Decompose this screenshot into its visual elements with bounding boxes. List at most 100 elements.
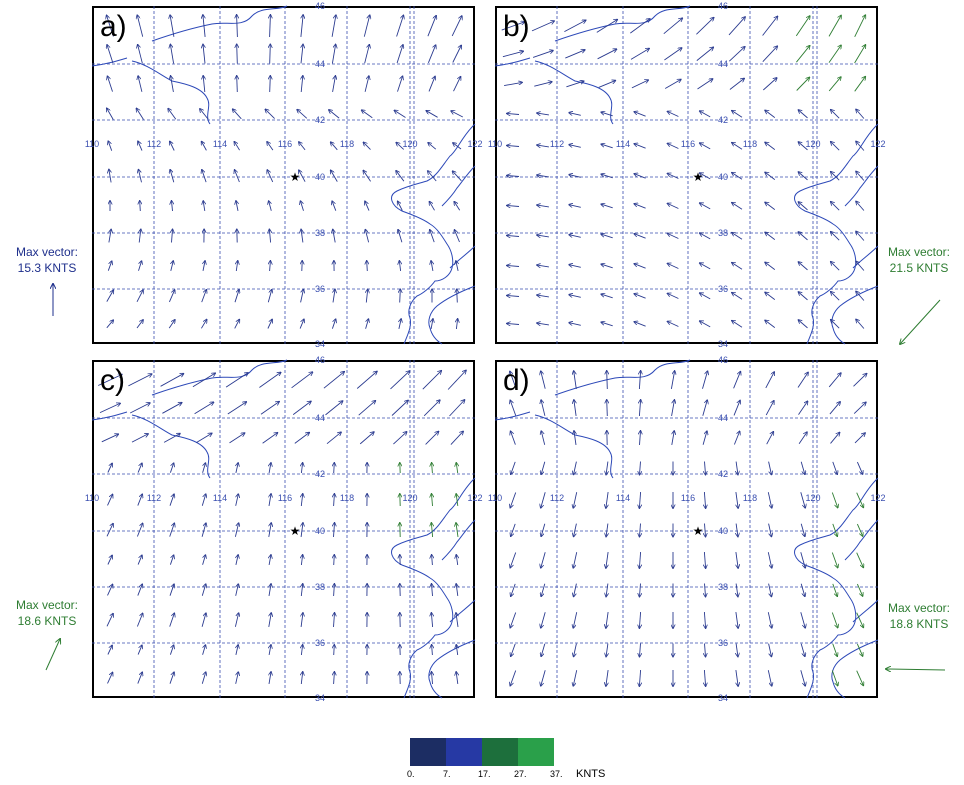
wind-vector <box>365 201 370 211</box>
wind-vector <box>331 15 336 37</box>
wind-vector <box>426 111 438 118</box>
wind-vector <box>301 613 303 627</box>
wind-vector <box>259 373 280 388</box>
wind-vector <box>569 145 581 148</box>
wind-vector <box>511 583 516 596</box>
wind-vector <box>705 523 706 537</box>
latitude-label: 34 <box>315 693 325 703</box>
wind-vector <box>332 201 337 211</box>
wind-vector <box>201 290 207 303</box>
wind-vector <box>332 76 336 92</box>
wind-vector <box>732 203 743 210</box>
wind-vector <box>796 78 810 91</box>
wind-vector <box>640 461 641 475</box>
wind-vector <box>856 110 865 119</box>
wind-vector <box>796 46 809 63</box>
wind-vector <box>765 232 776 240</box>
colorbar-unit: KNTS <box>576 768 606 780</box>
coastline <box>494 411 531 421</box>
wind-vector <box>856 643 862 656</box>
wind-vector <box>237 15 238 38</box>
wind-vector <box>537 265 549 267</box>
wind-vector <box>504 82 522 87</box>
wind-vector <box>856 202 865 211</box>
wind-vector <box>768 461 772 475</box>
wind-vector <box>170 170 175 183</box>
wind-vector <box>203 15 206 37</box>
wind-vector <box>428 77 435 92</box>
wind-vector <box>700 293 711 300</box>
map-canvas: 110 112 114 116 118 120 122 46 44 42 40 38 36 34 ★ <box>85 355 483 703</box>
wind-vector <box>634 204 646 209</box>
latitude-label: 42 <box>315 469 325 479</box>
wind-vector <box>334 523 335 538</box>
wind-vector <box>541 461 546 474</box>
wind-vector <box>234 142 240 151</box>
latitude-label: 44 <box>718 413 728 423</box>
wind-vector <box>732 233 743 240</box>
wind-vector <box>128 374 151 387</box>
max-vector-arrow-b <box>900 299 941 344</box>
coastline <box>131 414 211 479</box>
wind-vector <box>227 402 246 415</box>
wind-vector <box>427 45 435 63</box>
wind-vector <box>856 262 865 271</box>
wind-vector <box>399 261 400 272</box>
longitude-label: 114 <box>213 493 227 503</box>
wind-vector <box>432 494 433 507</box>
max-vector-value: 15.3 KNTS <box>17 261 77 275</box>
wind-vector <box>299 170 306 182</box>
wind-vector <box>732 263 743 270</box>
wind-vector <box>267 170 274 183</box>
wind-vector <box>269 672 271 684</box>
coastline <box>91 411 128 421</box>
wind-vector <box>668 144 679 149</box>
wind-vector <box>510 612 517 628</box>
wind-vector <box>201 672 205 684</box>
wind-vector <box>169 555 173 565</box>
wind-vector <box>237 76 238 93</box>
wind-vector <box>269 584 271 596</box>
wind-vector <box>800 492 805 507</box>
wind-vector <box>704 669 705 686</box>
wind-vector <box>832 523 837 536</box>
wind-vector <box>569 205 581 208</box>
map-panel-a: 110 112 114 116 118 120 122 46 44 42 40 38 36 34 ★ a) <box>85 1 483 349</box>
wind-vector <box>450 431 463 445</box>
wind-vector <box>541 492 546 507</box>
wind-vector <box>630 49 649 60</box>
wind-vector <box>601 112 613 117</box>
wind-vector <box>325 401 343 416</box>
wind-vector <box>697 79 713 90</box>
wind-vector <box>541 400 546 416</box>
wind-vector <box>234 320 240 329</box>
wind-vector <box>831 612 837 628</box>
wind-vector <box>733 372 741 389</box>
wind-vector <box>201 523 206 537</box>
wind-vector <box>106 320 113 329</box>
wind-vector <box>597 49 617 60</box>
wind-vector <box>456 645 457 656</box>
wind-vector <box>334 555 335 566</box>
wind-vector <box>432 584 433 597</box>
wind-vector <box>569 323 581 326</box>
wind-vector <box>573 670 578 686</box>
wind-vector <box>131 434 148 443</box>
wind-vector <box>511 643 516 656</box>
wind-vector <box>333 290 335 303</box>
latitude-label: 40 <box>315 526 325 536</box>
wind-vector <box>569 235 581 238</box>
wind-vector <box>762 46 777 63</box>
wind-vector <box>537 145 549 147</box>
wind-vector <box>169 645 173 655</box>
wind-vector <box>136 524 142 537</box>
longitude-label: 112 <box>550 139 564 149</box>
wind-vector <box>139 170 142 183</box>
map-canvas: 110 112 114 116 118 120 122 46 44 42 40 38 36 34 ★ <box>488 355 886 703</box>
latitude-label: 44 <box>315 59 325 69</box>
coastline <box>449 599 476 623</box>
wind-vector <box>573 612 578 628</box>
wind-vector <box>170 142 175 151</box>
wind-vector <box>507 324 520 325</box>
wind-vector <box>768 523 772 537</box>
